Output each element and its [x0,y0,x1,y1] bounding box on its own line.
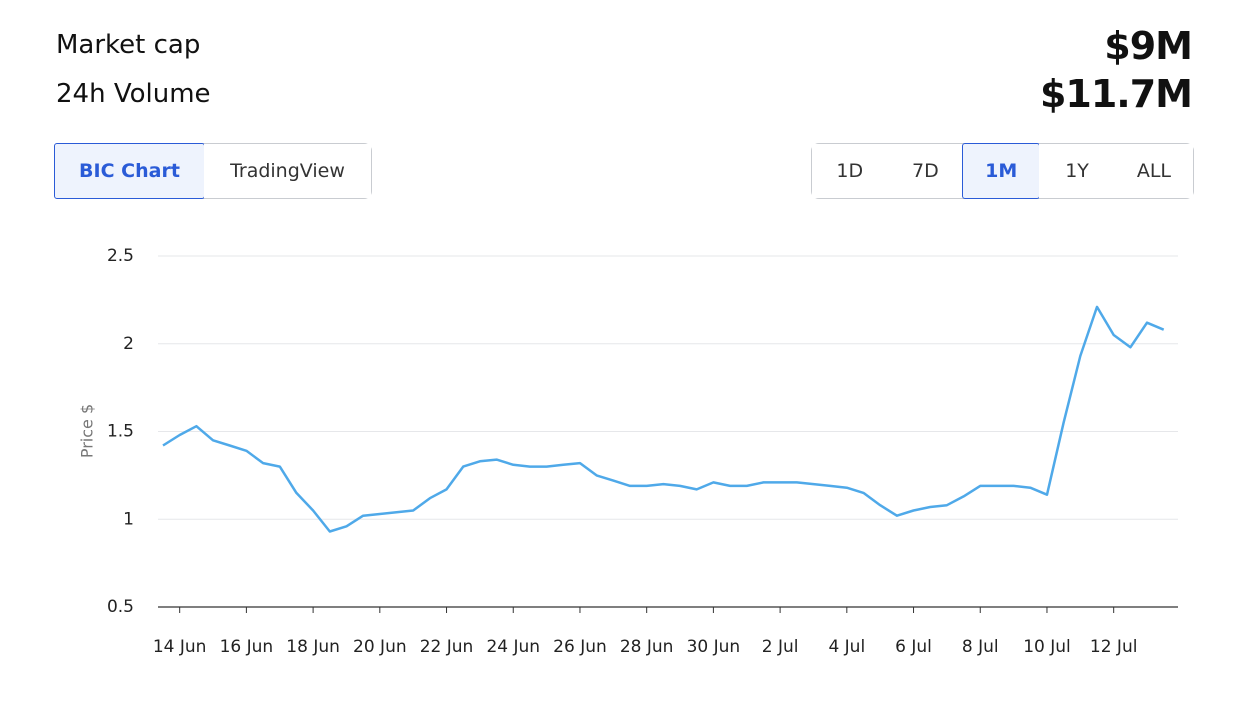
metric-value: $9M [1104,24,1193,68]
y-tick-label: 2 [123,334,134,354]
tab-button[interactable]: TradingView [203,144,371,198]
tab-button[interactable]: 1M [962,143,1041,199]
x-tick-label: 22 Jun [420,637,474,657]
x-tick-label: 18 Jun [286,637,340,657]
chart: Price $ 0.5 1 1.5 2 2.5 14 Jun 16 Jun 18 Jun 20 … [78,246,1178,657]
tab-button[interactable]: BIC Chart [54,143,205,199]
x-tick-label: 8 Jul [962,637,999,657]
x-tick-label: 28 Jun [620,637,674,657]
metric-label: Market cap [56,30,201,60]
tab-button[interactable]: 1Y [1039,144,1115,198]
x-tick-label: 4 Jul [828,637,865,657]
y-tick-label: 2.5 [107,246,134,266]
x-tick-label: 26 Jun [553,637,607,657]
tab-button[interactable]: ALL [1114,144,1193,198]
x-tick-label: 10 Jul [1023,637,1071,657]
y-tick-label: 0.5 [107,597,134,617]
x-tick-label: 16 Jun [220,637,274,657]
price-line [162,305,1165,533]
source-tabs: BIC Chart TradingView [54,143,372,199]
x-tick-label: 2 Jul [762,637,799,657]
x-tick-label: 12 Jul [1090,637,1138,657]
y-tick-label: 1.5 [107,422,134,442]
y-tick-label: 1 [123,509,134,529]
metric-value: $11.7M [1039,72,1193,116]
x-tick-label: 30 Jun [687,637,741,657]
tab-button[interactable]: 1D [812,144,888,198]
y-axis-label: Price $ [78,404,97,458]
x-tick-label: 24 Jun [486,637,540,657]
x-tick-label: 6 Jul [895,637,932,657]
x-tick-label: 14 Jun [153,637,207,657]
range-tabs: 1D 7D 1M 1Y ALL [811,143,1194,199]
metric-label: 24h Volume [56,79,211,109]
x-tick-label: 20 Jun [353,637,407,657]
tab-button[interactable]: 7D [887,144,964,198]
